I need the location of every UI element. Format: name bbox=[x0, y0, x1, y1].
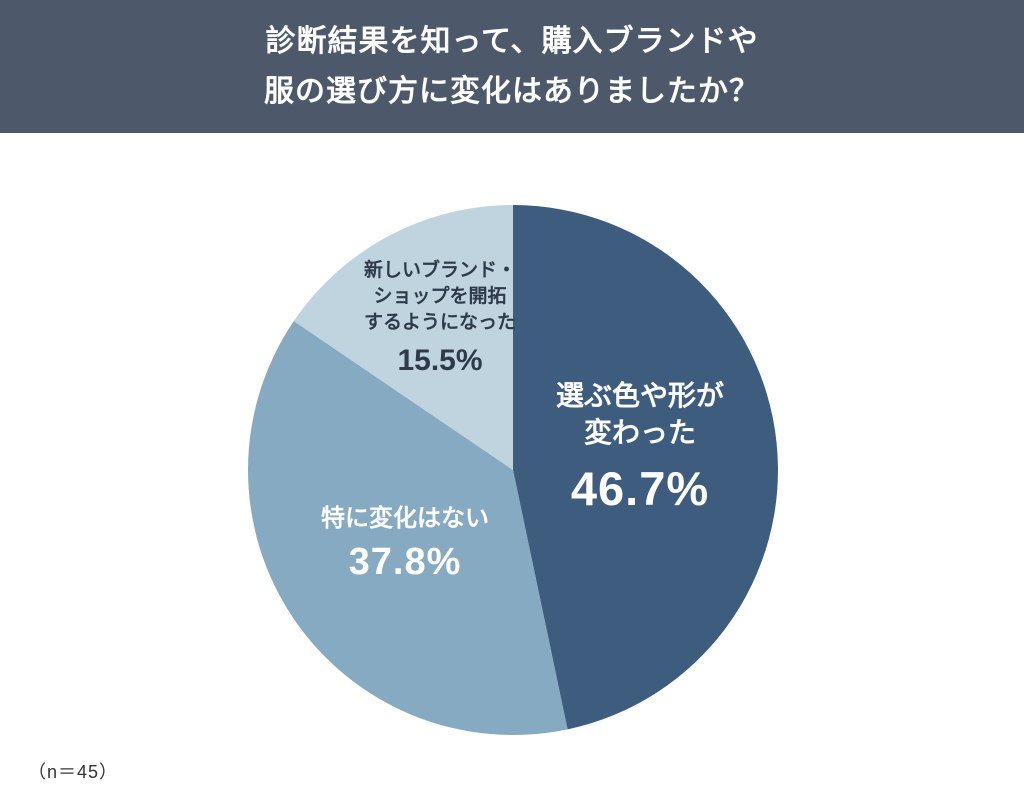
slice-label-text: 選ぶ色や形が bbox=[555, 380, 724, 411]
sample-size-note: （n＝45） bbox=[28, 762, 119, 782]
slice-label-color-shape-changed: 選ぶ色や形が 変わった 46.7% bbox=[500, 377, 780, 516]
chart-title: 診断結果を知って、購入ブランドや 服の選び方に変化はありましたか？ bbox=[264, 17, 760, 117]
slice-percentage: 46.7% bbox=[570, 462, 710, 515]
slice-label-no-change: 特に変化はない 37.8% bbox=[285, 503, 525, 584]
chart-title-line-1: 診断結果を知って、購入ブランドや bbox=[265, 24, 759, 58]
slice-label-new-brands: 新しいブランド・ ショップを開拓 するようになった 15.5% bbox=[340, 258, 540, 378]
slice-label-text: 変わった bbox=[583, 417, 696, 448]
slice-percentage: 37.8% bbox=[348, 541, 462, 583]
chart-title-line-2: 服の選び方に変化はありましたか？ bbox=[264, 74, 760, 108]
pie-slice-1 bbox=[248, 321, 568, 735]
slice-label-text: するようになった bbox=[363, 312, 516, 333]
pie-slice-2 bbox=[293, 205, 513, 470]
slice-percentage: 15.5% bbox=[397, 344, 483, 377]
slice-label-text: 特に変化はない bbox=[321, 505, 489, 532]
slice-label-text: 新しいブランド・ bbox=[363, 260, 516, 281]
chart-title-band: 診断結果を知って、購入ブランドや 服の選び方に変化はありましたか？ bbox=[0, 0, 1024, 133]
pie-chart bbox=[248, 205, 778, 735]
pie-slice-0 bbox=[513, 205, 778, 730]
slice-label-text: ショップを開拓 bbox=[373, 286, 507, 307]
pie-chart-area: 選ぶ色や形が 変わった 46.7% 特に変化はない 37.8% 新しいブランド・… bbox=[248, 205, 778, 735]
